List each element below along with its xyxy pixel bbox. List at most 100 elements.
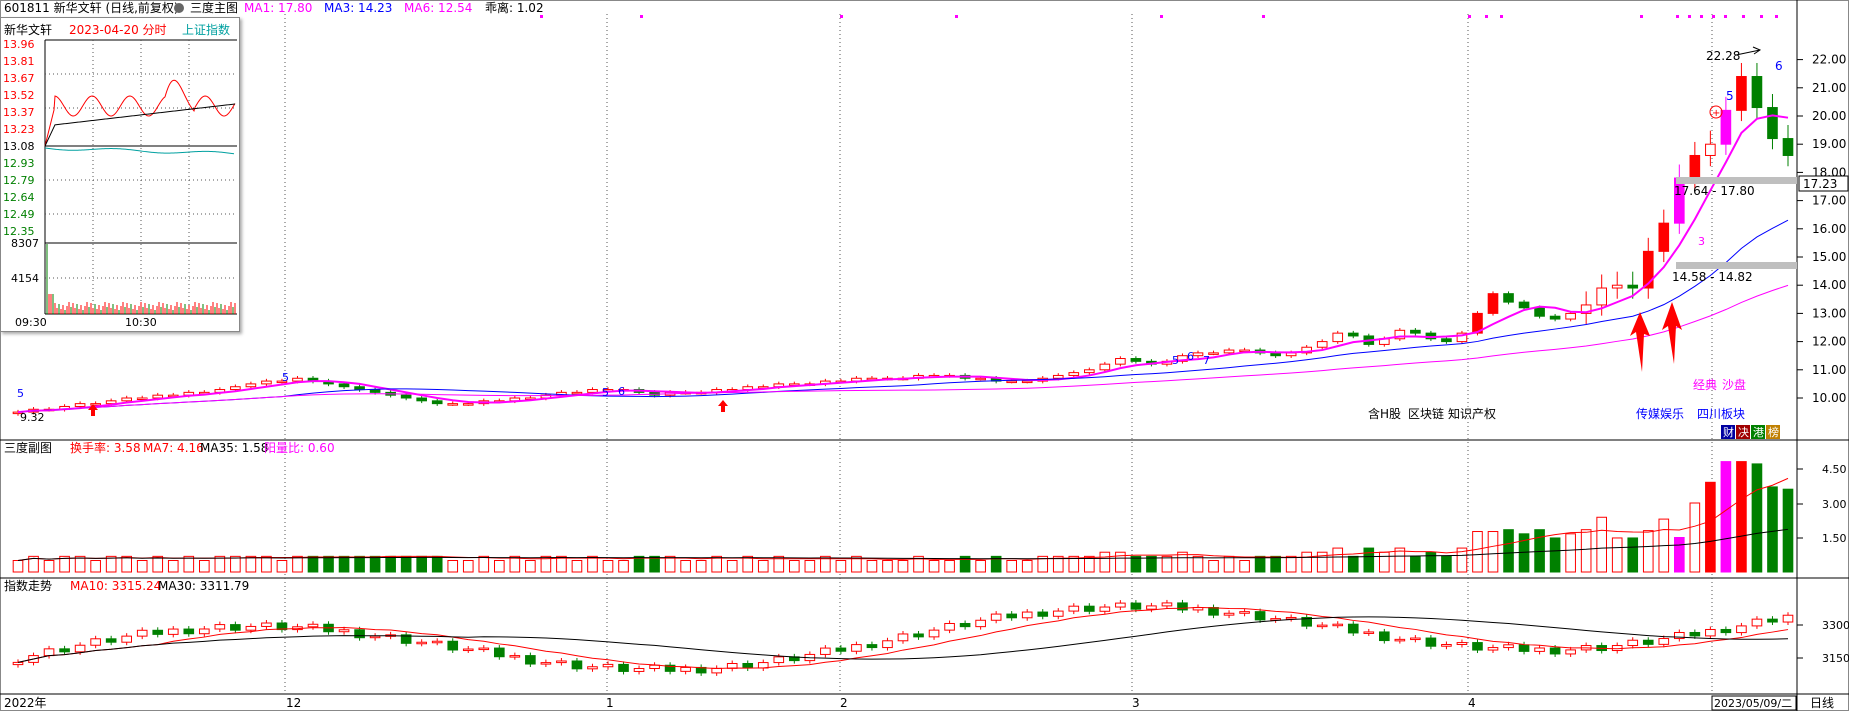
- turnover-bar: [183, 555, 195, 573]
- index-candle: [1441, 644, 1452, 647]
- turnover-bar: [214, 555, 226, 573]
- index-candle: [1410, 637, 1421, 641]
- candle-body: [1627, 284, 1639, 289]
- turnover-bar: [105, 555, 117, 573]
- candle-body: [245, 383, 257, 388]
- button-finance[interactable]: [1721, 425, 1735, 439]
- turnover-bar: [1767, 486, 1778, 573]
- turnover-bar: [1254, 555, 1266, 573]
- turnover-bar: [990, 555, 1002, 573]
- turnover-bar: [897, 560, 909, 573]
- candle-body: [1782, 138, 1794, 156]
- turnover-bar: [1347, 555, 1359, 573]
- svg-text:1.50: 1.50: [1822, 532, 1847, 545]
- index-candle: [1084, 605, 1095, 612]
- main-chart-label[interactable]: 三度主图: [190, 0, 238, 15]
- stock-title: 601811 新华文轩 (日线,前复权): [4, 0, 179, 15]
- turnover-bar: [276, 560, 288, 573]
- candle-body: [400, 394, 412, 399]
- ratio-label: 阳量比: 0.60: [264, 441, 335, 455]
- turnover-bar: [1441, 555, 1452, 573]
- candle-body: [1115, 358, 1126, 365]
- plus-marker-icon: [1709, 105, 1723, 119]
- turnover-bar: [494, 560, 505, 573]
- vertical-gridlines: [284, 14, 1713, 694]
- index-candle: [835, 647, 847, 652]
- turnover-bar: [1549, 537, 1561, 573]
- index-candle: [913, 633, 924, 638]
- signal-marker: [840, 15, 843, 18]
- index-ma30-line: [17, 616, 1789, 663]
- turnover-bar: [804, 560, 816, 573]
- index-candle: [183, 628, 195, 635]
- turnover-bar: [1363, 547, 1375, 573]
- candle-body: [1549, 315, 1561, 320]
- turnover-bar: [1751, 463, 1763, 573]
- index-candles: [12, 599, 1794, 676]
- index-candle: [1285, 616, 1297, 620]
- turnover-bar: [1223, 555, 1235, 573]
- period-label[interactable]: 日线: [1810, 696, 1834, 710]
- price-tick-label: 21.00: [1812, 81, 1846, 95]
- candle-body: [1084, 369, 1095, 374]
- index-candle: [1782, 614, 1794, 623]
- signal-marker: [1760, 15, 1763, 18]
- index-candle: [664, 664, 676, 672]
- index-candle: [1767, 618, 1778, 623]
- dropdown-circle-icon[interactable]: [174, 3, 184, 13]
- button-decision[interactable]: [1736, 425, 1750, 439]
- candle-body: [1642, 250, 1654, 289]
- signal-marker: [1688, 15, 1691, 18]
- index-candle: [959, 622, 971, 628]
- index-candle: [944, 622, 955, 631]
- turnover-bar: [28, 555, 39, 573]
- index-candle: [447, 640, 459, 651]
- turnover-bar: [540, 555, 552, 573]
- candle-body: [416, 397, 427, 402]
- turnover-bar: [431, 555, 443, 573]
- index-candle: [230, 624, 241, 631]
- index-candle: [152, 629, 164, 635]
- turnover-bar: [1316, 551, 1328, 573]
- intraday-inset[interactable]: 新华文轩 2023-04-20 分时 上证指数 13.96 13.81 13.67 1…: [0, 17, 240, 332]
- index-candle: [43, 648, 55, 657]
- turnover-ma7-line: [17, 477, 1789, 561]
- turnover-bar: [1705, 481, 1716, 573]
- index-axis-ticks: 3300 3150: [1797, 619, 1849, 665]
- candle-body: [1689, 154, 1701, 179]
- turnover-bar: [1037, 555, 1049, 573]
- turnover-bar: [1472, 531, 1483, 573]
- inset-index-tag[interactable]: 上证指数: [182, 23, 231, 37]
- button-hk[interactable]: [1751, 425, 1765, 439]
- index-candle: [214, 624, 226, 630]
- index-candle: [1720, 628, 1732, 634]
- sub2-label[interactable]: 指数走势: [4, 578, 52, 593]
- sub1-label[interactable]: 三度副图: [4, 440, 52, 455]
- candle-body: [462, 403, 474, 406]
- candle-body: [1596, 287, 1607, 306]
- index-candle: [1052, 610, 1064, 617]
- index-candle: [400, 634, 412, 644]
- index-candle: [633, 667, 645, 672]
- index-candle: [1316, 624, 1328, 628]
- inset-vol-tick-2: 4154: [11, 272, 39, 285]
- turnover-bar: [1394, 547, 1406, 573]
- button-rank[interactable]: [1766, 425, 1780, 439]
- candle-body: [1394, 329, 1406, 340]
- seq-3-label: 3: [1698, 235, 1705, 248]
- candle-body: [1611, 284, 1623, 289]
- index-candle: [121, 635, 132, 643]
- candle-body: [90, 403, 101, 406]
- index-candle: [167, 628, 179, 635]
- index-candle: [1379, 631, 1390, 642]
- x-label-2022: 2022年: [4, 696, 47, 710]
- candle-body: [74, 403, 86, 407]
- price-tick-label: 20.00: [1812, 109, 1846, 123]
- box-lower-label: 14.58 - 14.82: [1672, 270, 1753, 284]
- index-candle: [1425, 637, 1437, 647]
- candle-body: [1518, 301, 1530, 309]
- turnover-bar: [1146, 555, 1157, 573]
- index-candle: [1254, 611, 1266, 621]
- index-candle: [540, 662, 552, 665]
